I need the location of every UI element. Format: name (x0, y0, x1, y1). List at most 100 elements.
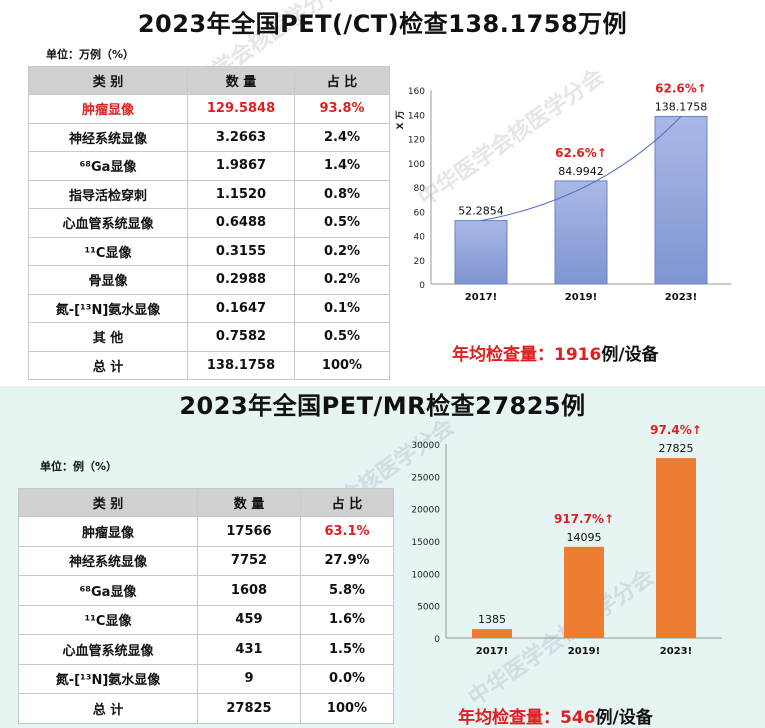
pet-ct-summary: 年均检查量：1916例/设备 (452, 340, 659, 365)
cell-pct: 27.9% (300, 545, 394, 576)
pet-ct-bar-chart: 0 20 40 60 80 100 120 140 160 X 万 52.2854 2017! 84.9… (395, 81, 731, 303)
data-label: 27825 (659, 442, 694, 455)
header-pct: 占 比 (300, 488, 394, 517)
cell-count: 0.6488 (187, 208, 295, 238)
table-row: 其 他 0.7582 0.5% (28, 322, 390, 352)
summary-value: 1916 (554, 345, 602, 365)
bar (472, 629, 512, 638)
summary-suffix: 例/设备 (601, 345, 659, 365)
cell-category: ⁶⁸Ga显像 (28, 151, 188, 181)
y-tick-label: 25000 (411, 473, 440, 483)
cell-category: 心血管系统显像 (18, 634, 198, 665)
x-tick-label: 2017! (465, 292, 497, 303)
cell-pct: 0.1% (294, 293, 390, 323)
cell-category: 肿瘤显像 (28, 94, 188, 124)
table-row: 心血管系统显像 431 1.5% (18, 634, 394, 665)
x-tick-label: 2019! (565, 292, 597, 303)
header-count: 数 量 (197, 488, 301, 517)
pet-mr-summary: 年均检查量：546例/设备 (458, 703, 653, 728)
cell-category: 总 计 (18, 693, 198, 724)
table-row: 神经系统显像 3.2663 2.4% (28, 122, 390, 152)
cell-category: 肿瘤显像 (18, 516, 198, 547)
cell-count: 431 (197, 634, 301, 665)
table-row: ⁶⁸Ga显像 1608 5.8% (18, 575, 394, 606)
x-tick-label: 2023! (665, 292, 697, 303)
cell-pct: 1.4% (294, 151, 390, 181)
cell-pct: 0.8% (294, 179, 390, 209)
growth-label: 62.6%↑ (555, 146, 607, 160)
trend-line (480, 116, 682, 222)
table-row: 心血管系统显像 0.6488 0.5% (28, 208, 390, 238)
pet-mr-table: 类 别 数 量 占 比 肿瘤显像 17566 63.1% 神经系统显像 7752 27.9… (18, 488, 394, 724)
cell-pct: 5.8% (300, 575, 394, 606)
cell-category: 骨显像 (28, 265, 188, 295)
cell-count: 1.9867 (187, 151, 295, 181)
cell-pct: 100% (294, 350, 390, 380)
cell-count: 27825 (197, 693, 301, 724)
cell-count: 1608 (197, 575, 301, 606)
cell-count: 0.7582 (187, 322, 295, 352)
cell-category: 神经系统显像 (28, 122, 188, 152)
header-category: 类 别 (18, 488, 198, 517)
y-tick-label: 0 (419, 281, 425, 291)
table-row: 总 计 27825 100% (18, 693, 394, 724)
cell-count: 0.1647 (187, 293, 295, 323)
growth-label: 97.4%↑ (650, 423, 702, 437)
pet-mr-title: 2023年全国PET/MR检查27825例 (179, 392, 586, 420)
header-count: 数 量 (187, 66, 295, 95)
pet-mr-bar-chart: 0 5000 10000 15000 20000 25000 30000 1385 2017! 1… (411, 423, 722, 657)
cell-count: 7752 (197, 545, 301, 576)
cell-category: 心血管系统显像 (28, 208, 188, 238)
cell-category: 氮-[¹³N]氨水显像 (28, 293, 188, 323)
cell-count: 0.2988 (187, 265, 295, 295)
bar (654, 115, 708, 285)
x-tick-label: 2023! (660, 646, 692, 657)
cell-pct: 100% (300, 693, 394, 724)
table-row: 神经系统显像 7752 27.9% (18, 545, 394, 576)
table-row: 氮-[¹³N]氨水显像 0.1647 0.1% (28, 293, 390, 323)
cell-pct: 1.5% (300, 634, 394, 665)
summary-prefix: 年均检查量： (458, 708, 560, 728)
y-tick-label: 20000 (411, 506, 440, 516)
cell-pct: 63.1% (300, 516, 394, 547)
cell-count: 129.5848 (187, 94, 295, 124)
header-category: 类 别 (28, 66, 188, 95)
cell-count: 3.2663 (187, 122, 295, 152)
bar (564, 546, 604, 638)
table-row: 骨显像 0.2988 0.2% (28, 265, 390, 295)
table-row: 肿瘤显像 129.5848 93.8% (28, 94, 390, 124)
pet-ct-title: 2023年全国PET(/CT)检查138.1758万例 (137, 10, 628, 38)
y-tick-label: 140 (408, 111, 425, 121)
data-label: 84.9942 (558, 165, 604, 178)
cell-pct: 0.5% (294, 322, 390, 352)
table-row: 指导活检穿刺 1.1520 0.8% (28, 179, 390, 209)
cell-category: ¹¹C显像 (18, 604, 198, 635)
x-tick-label: 2019! (568, 646, 600, 657)
table-row: 氮-[¹³N]氨水显像 9 0.0% (18, 663, 394, 694)
cell-count: 138.1758 (187, 350, 295, 380)
bar (554, 180, 608, 285)
y-tick-label: 10000 (411, 570, 440, 580)
cell-pct: 1.6% (300, 604, 394, 635)
table-row: ¹¹C显像 0.3155 0.2% (28, 236, 390, 266)
y-tick-label: 30000 (411, 441, 440, 451)
cell-pct: 93.8% (294, 94, 390, 124)
y-tick-label: 15000 (411, 538, 440, 548)
cell-pct: 2.4% (294, 122, 390, 152)
cell-count: 17566 (197, 516, 301, 547)
y-tick-label: 20 (414, 257, 426, 267)
pet-ct-table: 类 别 数 量 占 比 肿瘤显像 129.5848 93.8% 神经系统显像 3.266… (28, 66, 390, 380)
y-tick-label: 5000 (417, 603, 440, 613)
y-tick-label: 80 (414, 184, 426, 194)
cell-category: ⁶⁸Ga显像 (18, 575, 198, 606)
cell-pct: 0.5% (294, 208, 390, 238)
header-pct: 占 比 (294, 66, 390, 95)
x-tick-label: 2017! (476, 646, 508, 657)
cell-count: 0.3155 (187, 236, 295, 266)
table-row: 肿瘤显像 17566 63.1% (18, 516, 394, 547)
y-tick-label: 160 (408, 87, 425, 97)
growth-label: 62.6%↑ (655, 81, 707, 95)
data-label: 1385 (478, 613, 506, 626)
y-tick-label: 60 (414, 208, 426, 218)
cell-pct: 0.0% (300, 663, 394, 694)
